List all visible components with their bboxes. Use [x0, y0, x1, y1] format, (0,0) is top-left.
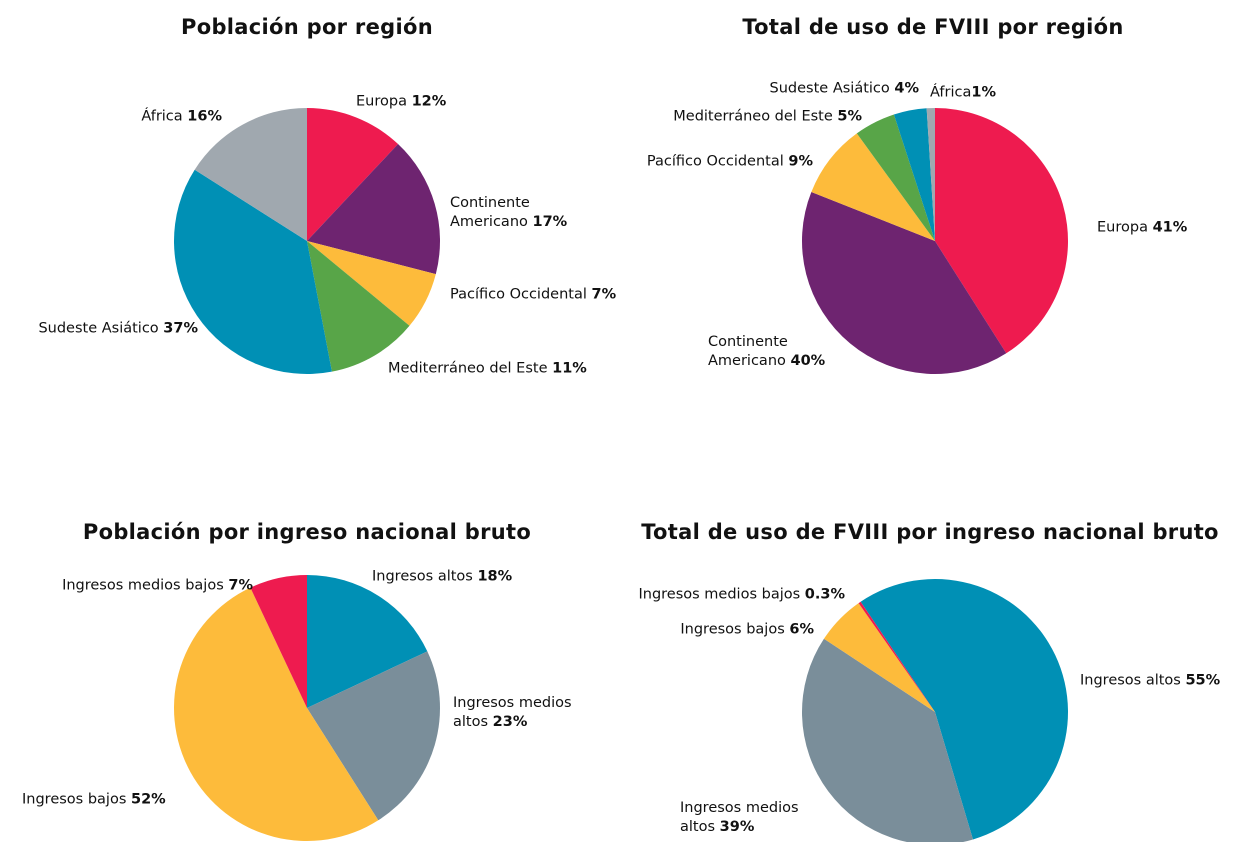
- value-label: 40%: [790, 353, 826, 369]
- slice-label: Ingresos medios altos 39%: [680, 799, 820, 837]
- value-label: 37%: [163, 320, 198, 337]
- pie-slice: [811, 133, 935, 241]
- category-name: Sudeste Asiático: [769, 80, 890, 97]
- value-label: 39%: [719, 819, 755, 835]
- pie-slice: [860, 578, 1069, 840]
- value-label: 7%: [591, 286, 617, 303]
- pie-slice: [194, 108, 307, 241]
- category-name: Continente Americano: [708, 334, 788, 369]
- chart-title: Total de uso de FVIII por región: [742, 15, 1124, 39]
- slice-label: Ingresos bajos 52%: [22, 791, 166, 810]
- slice-label: Ingresos bajos 6%: [680, 621, 814, 640]
- category-name: Ingresos medios bajos: [638, 586, 801, 603]
- category-name: Ingresos altos: [372, 568, 473, 585]
- value-label: 17%: [532, 214, 568, 230]
- slice-label: Ingresos altos 18%: [372, 568, 512, 587]
- slice-label: Mediterráneo del Este 5%: [673, 108, 862, 127]
- category-name: Sudeste Asiático: [38, 320, 159, 337]
- pie-slice: [307, 241, 436, 326]
- pie-slice: [802, 192, 1007, 375]
- pie-slice: [926, 108, 935, 241]
- category-name: África: [141, 108, 183, 125]
- value-label: 11%: [552, 360, 587, 377]
- chart-title: Total de uso de FVIII por ingreso nacion…: [641, 520, 1219, 544]
- category-name: Ingresos altos: [1080, 672, 1181, 689]
- pie-slice: [250, 575, 307, 708]
- category-name: Europa: [356, 93, 407, 110]
- slice-label: Europa 12%: [356, 93, 446, 112]
- category-name: Ingresos medios altos: [453, 695, 572, 730]
- chart-title: Población por ingreso nacional bruto: [82, 520, 532, 544]
- category-name: Ingresos bajos: [22, 791, 127, 808]
- slice-label: África 16%: [141, 108, 222, 127]
- value-label: 23%: [492, 714, 528, 730]
- value-label: 52%: [130, 791, 166, 808]
- pie-slice: [307, 108, 399, 241]
- value-label: 5%: [837, 108, 862, 125]
- category-name: Ingresos medios altos: [680, 800, 799, 835]
- slice-label: Ingresos medios bajos 7%: [62, 577, 253, 596]
- pie-slice: [174, 169, 332, 374]
- category-name: Continente Americano: [450, 195, 530, 230]
- slice-label: Ingresos altos 55%: [1080, 672, 1220, 691]
- pie-slice: [307, 241, 410, 372]
- slice-label: Mediterráneo del Este 11%: [388, 360, 587, 379]
- value-label: 9%: [788, 153, 813, 170]
- category-name: África: [930, 84, 972, 101]
- pie-slice: [307, 575, 428, 708]
- slice-label: Ingresos medios altos 23%: [453, 694, 593, 732]
- value-label: 0.3%: [804, 586, 845, 603]
- value-label: 12%: [411, 93, 447, 110]
- category-name: Ingresos medios bajos: [62, 577, 224, 594]
- pie-slice: [174, 587, 379, 841]
- value-label: 16%: [187, 108, 222, 125]
- pie-slice: [307, 651, 441, 821]
- chart-title: Población por región: [181, 15, 433, 39]
- pie-slice: [823, 603, 935, 712]
- slice-label: Pacífico Occidental 9%: [647, 153, 813, 172]
- pie-slice: [858, 601, 935, 712]
- value-label: 18%: [477, 568, 513, 585]
- category-name: Mediterráneo del Este: [673, 108, 833, 125]
- category-name: Pacífico Occidental: [450, 286, 587, 303]
- slice-label: Pacífico Occidental 7%: [450, 286, 616, 305]
- value-label: 1%: [971, 84, 996, 101]
- slice-label: Sudeste Asiático 4%: [770, 80, 919, 99]
- pie-slice: [935, 108, 1069, 354]
- slice-label: Europa 41%: [1097, 219, 1187, 238]
- category-name: Europa: [1097, 219, 1148, 236]
- slice-label: África1%: [930, 84, 996, 103]
- value-label: 41%: [1152, 219, 1188, 236]
- pie-slice: [802, 638, 973, 842]
- pie-slice: [893, 108, 935, 241]
- category-name: Pacífico Occidental: [646, 153, 784, 170]
- category-name: Ingresos bajos: [680, 621, 785, 638]
- value-label: 4%: [894, 80, 919, 97]
- slice-label: Continente Americano 17%: [450, 194, 590, 232]
- slice-label: Continente Americano 40%: [708, 333, 848, 371]
- value-label: 55%: [1185, 672, 1221, 689]
- value-label: 7%: [228, 577, 253, 594]
- value-label: 6%: [789, 621, 814, 638]
- pie-slice: [856, 114, 935, 241]
- pie-slice: [307, 144, 440, 275]
- slice-label: Ingresos medios bajos 0.3%: [638, 586, 845, 605]
- slice-label: Sudeste Asiático 37%: [38, 320, 198, 339]
- category-name: Mediterráneo del Este: [388, 360, 548, 377]
